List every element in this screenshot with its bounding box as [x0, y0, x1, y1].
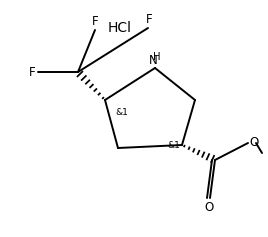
Text: F: F — [146, 13, 152, 26]
Text: N: N — [149, 54, 157, 67]
Text: H: H — [153, 52, 161, 62]
Text: O: O — [204, 201, 214, 214]
Text: F: F — [29, 65, 36, 78]
Text: &1: &1 — [115, 108, 128, 117]
Text: O: O — [249, 136, 258, 149]
Text: HCl: HCl — [108, 21, 132, 35]
Text: F: F — [92, 15, 98, 28]
Text: &1: &1 — [167, 141, 180, 150]
